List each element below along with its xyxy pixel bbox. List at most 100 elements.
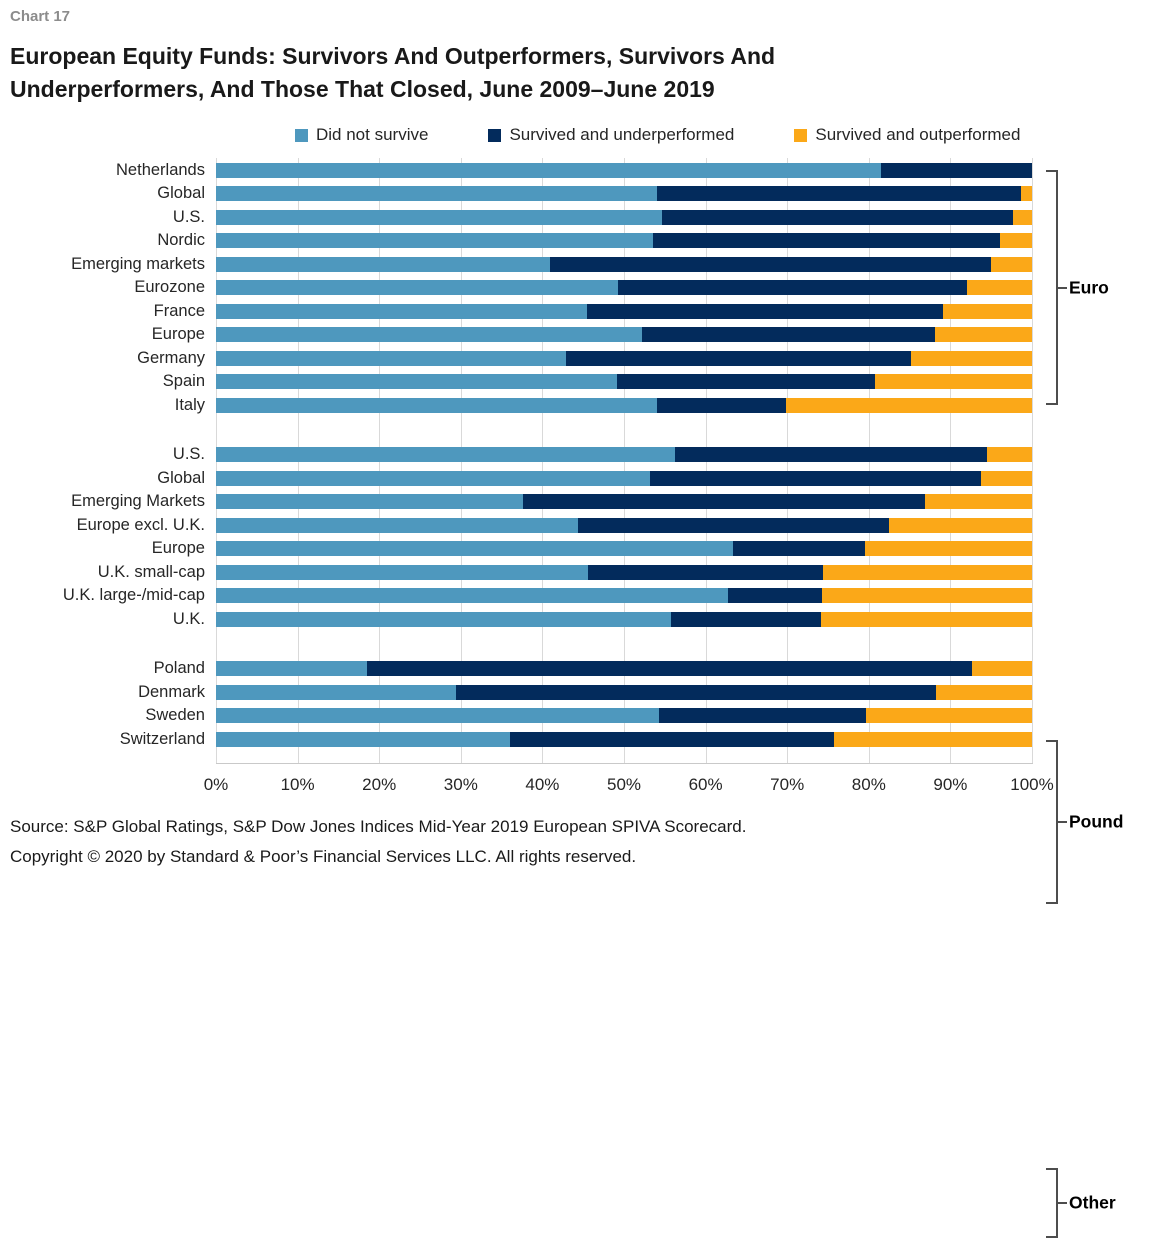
category-label: Italy: [174, 395, 205, 414]
category-label: Emerging markets: [71, 254, 205, 273]
legend-swatch-icon: [794, 128, 808, 142]
bar-segment: [216, 541, 734, 557]
bar-segment: [216, 517, 579, 533]
bar-row: Europe excl. U.K.: [0, 513, 1150, 537]
bar-row: Sweden: [0, 704, 1150, 728]
bar-segment: [966, 280, 1032, 296]
category-label: Emerging Markets: [71, 492, 205, 511]
bar-segment: [588, 564, 824, 580]
bar-row: U.K. large-/mid-cap: [0, 584, 1150, 608]
legend-label: Survived and outperformed: [815, 125, 1021, 145]
bar-segment: [216, 256, 550, 272]
bar-segment: [934, 327, 1032, 343]
x-tick-label: 80%: [851, 774, 886, 794]
bar-row: Global: [0, 182, 1150, 206]
bracket-tick: [1058, 286, 1067, 289]
bar-segment: [1020, 186, 1032, 202]
group-bracket: Euro: [1046, 170, 1109, 406]
bar-segment: [671, 611, 822, 627]
stacked-bar: [216, 209, 1032, 225]
bar-segment: [641, 327, 935, 343]
category-label: Europe: [151, 325, 205, 344]
stacked-bar: [216, 280, 1032, 296]
group-pound: U.S. Global Emerging Markets Europe excl. U…: [0, 443, 1150, 631]
category-label: Poland: [153, 659, 205, 678]
bar-row: Spain: [0, 370, 1150, 394]
category-label: Global: [157, 184, 205, 203]
footer: Source: S&P Global Ratings, S&P Dow Jone…: [10, 817, 1150, 867]
bar-segment: [650, 470, 982, 486]
category-label: Europe excl. U.K.: [76, 515, 205, 534]
copyright-line: Copyright © 2020 by Standard & Poor’s Fi…: [10, 846, 637, 866]
bar-segment: [943, 303, 1032, 319]
stacked-bar: [216, 611, 1032, 627]
bar-segment: [549, 256, 992, 272]
stacked-bar: [216, 541, 1032, 557]
legend-swatch-icon: [488, 128, 502, 142]
legend-label: Did not survive: [316, 125, 429, 145]
bar-segment: [1013, 209, 1032, 225]
bar-row: Eurozone: [0, 276, 1150, 300]
category-label: Netherlands: [116, 160, 205, 179]
bracket-tick: [1058, 1202, 1067, 1205]
stacked-bar: [216, 186, 1032, 202]
x-axis: 0% 10% 20% 30% 40% 50% 60% 70% 80% 90% 100%: [0, 771, 1150, 801]
bar-segment: [935, 684, 1032, 700]
group-label-euro: Euro: [1069, 277, 1109, 298]
bar-row: Nordic: [0, 229, 1150, 253]
bar-row: Netherlands: [0, 158, 1150, 182]
bar-segment: [216, 186, 658, 202]
bar-segment: [216, 684, 456, 700]
bar-segment: [866, 708, 1032, 724]
bar-segment: [216, 280, 619, 296]
bar-row: U.K.: [0, 607, 1150, 631]
category-label: U.K. large-/mid-cap: [62, 586, 205, 605]
bar-segment: [925, 494, 1032, 510]
bar-row: Europe: [0, 537, 1150, 561]
bar-segment: [659, 708, 867, 724]
stacked-bar: [216, 564, 1032, 580]
bar-segment: [522, 494, 926, 510]
x-tick-label: 10%: [280, 774, 315, 794]
bar-segment: [652, 233, 1001, 249]
bar-segment: [981, 470, 1032, 486]
bracket-tick: [1058, 821, 1067, 824]
bar-segment: [675, 447, 988, 463]
bar-segment: [216, 731, 510, 747]
bar-row: Poland: [0, 657, 1150, 681]
bar-segment: [216, 470, 651, 486]
category-label: Germany: [137, 348, 205, 367]
bar-row: Emerging markets: [0, 252, 1150, 276]
chart-title: European Equity Funds: Survivors And Out…: [10, 43, 776, 102]
category-label: U.S.: [172, 445, 205, 464]
stacked-bar: [216, 684, 1032, 700]
bar-segment: [455, 684, 936, 700]
bar-segment: [657, 186, 1021, 202]
legend: Did not survive Survived and underperform…: [295, 125, 1150, 145]
bar-segment: [1000, 233, 1032, 249]
bar-segment: [216, 397, 658, 413]
bar-segment: [972, 661, 1032, 677]
stacked-bar: [216, 517, 1032, 533]
bar-row: France: [0, 299, 1150, 323]
legend-swatch-icon: [295, 128, 308, 142]
stacked-bar-chart: Netherlands Global U.S. Nordic Emerging mark…: [0, 158, 1150, 1238]
bar-segment: [578, 517, 890, 533]
x-tick-label: 20%: [362, 774, 397, 794]
bar-segment: [216, 588, 729, 604]
bar-segment: [991, 256, 1032, 272]
group-bracket: Other: [1046, 1168, 1116, 1238]
bar-segment: [785, 397, 1032, 413]
x-tick-label: 0%: [203, 774, 229, 794]
x-tick-label: 30%: [443, 774, 478, 794]
bar-segment: [509, 731, 834, 747]
bar-segment: [618, 280, 967, 296]
bar-segment: [889, 517, 1032, 533]
category-label: Nordic: [157, 231, 205, 250]
x-tick-label: 70%: [770, 774, 805, 794]
legend-item-1: Survived and underperformed: [488, 125, 734, 145]
bar-segment: [822, 588, 1032, 604]
bar-segment: [216, 303, 588, 319]
bar-segment: [366, 661, 973, 677]
bar-row: Denmark: [0, 680, 1150, 704]
